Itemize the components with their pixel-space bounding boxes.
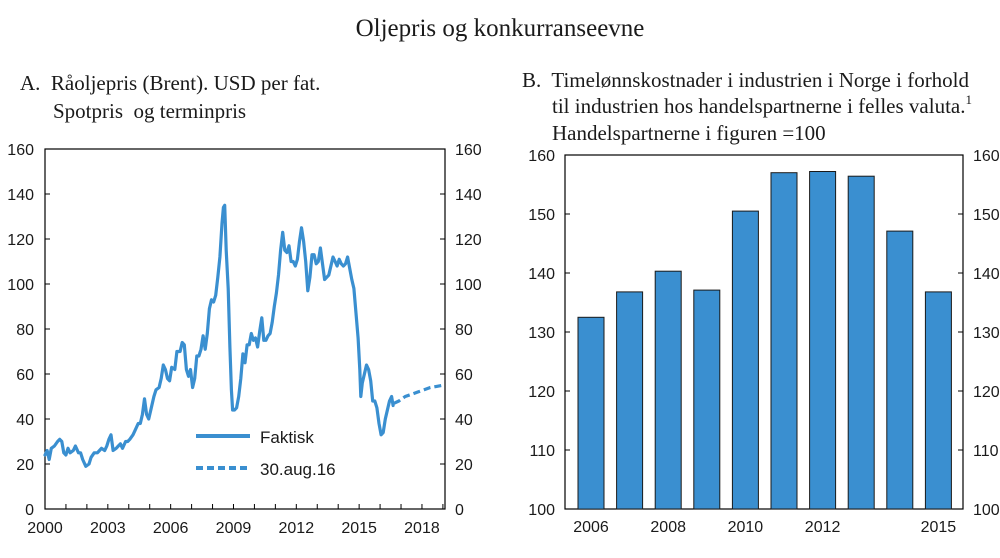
panel-b: B. Timelønnskostnader i industrien i Nor… (522, 68, 1000, 536)
b-y-tick-label-right-130: 130 (973, 325, 1000, 342)
b-y-tick-label-right-140: 140 (973, 266, 1000, 283)
y-tick-label-left-120: 120 (7, 232, 34, 249)
bar-2007 (616, 291, 644, 510)
panel-a-legend: Faktisk 30.aug.16 (196, 428, 336, 479)
b-y-tick-label-right-120: 120 (973, 384, 1000, 401)
b-y-tick-label-left-150: 150 (528, 207, 555, 224)
bar-2011 (770, 172, 798, 510)
y-tick-label-right-160: 160 (455, 142, 482, 159)
b-y-tick-label-left-140: 140 (528, 266, 555, 283)
b-y-tick-label-left-120: 120 (528, 384, 555, 401)
bar-2015 (924, 291, 952, 510)
x-tick-label-2000: 2000 (27, 520, 63, 537)
panel-b-title-line-1: B. Timelønnskostnader i industrien i Nor… (522, 68, 970, 92)
y-tick-label-right-140: 140 (455, 187, 482, 204)
y-tick-label-left-0: 0 (25, 502, 34, 519)
panel-a-y-axis-right: 0 20 40 60 80 100 120 140 160 (440, 142, 482, 519)
y-tick-label-right-100: 100 (455, 277, 482, 294)
panel-b-title-line-3: Handelspartnerne i figuren =100 (552, 121, 826, 145)
figure-title: Oljepris og konkurranseevne (356, 15, 645, 42)
series-line-forward-30-aug-16 (393, 383, 444, 405)
bar-2012 (809, 171, 837, 510)
panel-a: A. Råoljepris (Brent). USD per fat. Spot… (7, 71, 482, 537)
x-tick-label-2003: 2003 (90, 520, 126, 537)
b-y-tick-label-left-110: 110 (529, 443, 555, 460)
b-x-tick-label-2012: 2012 (805, 519, 841, 536)
b-y-tick-label-left-130: 130 (528, 325, 555, 342)
b-x-tick-label-2006: 2006 (573, 519, 609, 536)
panel-a-x-axis: 2000 2003 2006 2009 2012 2015 2018 (27, 504, 444, 537)
b-y-tick-label-right-160: 160 (973, 148, 1000, 165)
panel-b-title-footnote: 1 (965, 92, 972, 107)
bar-2013 (847, 175, 875, 510)
b-y-tick-label-right-150: 150 (973, 207, 1000, 224)
b-x-tick-label-2008: 2008 (650, 519, 686, 536)
y-tick-label-left-60: 60 (16, 367, 34, 384)
panel-b-title-line-2: til industrien hos handelspartnerne i fe… (552, 92, 972, 118)
panel-b-title-line-2-text: til industrien hos handelspartnerne i fe… (552, 94, 965, 118)
panel-b-y-axis-right: 100 110 120 130 140 150 160 (958, 148, 1000, 519)
x-tick-label-2009: 2009 (216, 520, 252, 537)
y-tick-label-left-160: 160 (7, 142, 34, 159)
legend-label-faktisk: Faktisk (260, 428, 314, 447)
y-tick-label-right-0: 0 (455, 502, 464, 519)
b-y-tick-label-left-100: 100 (528, 502, 555, 519)
y-tick-label-right-20: 20 (455, 457, 473, 474)
y-tick-label-left-80: 80 (16, 322, 34, 339)
series-line-faktisk (43, 203, 395, 468)
panel-b-x-axis: 2006 2008 2010 2012 2015 (573, 519, 956, 536)
x-tick-label-2012: 2012 (279, 520, 315, 537)
x-tick-label-2006: 2006 (153, 520, 189, 537)
y-tick-label-left-100: 100 (7, 277, 34, 294)
y-tick-label-right-120: 120 (455, 232, 482, 249)
legend-label-forward: 30.aug.16 (260, 460, 336, 479)
panel-a-title-line-2: Spotpris og terminpris (53, 99, 246, 123)
bar-2014 (886, 230, 914, 510)
b-x-tick-label-2010: 2010 (728, 519, 764, 536)
x-tick-label-2015: 2015 (341, 520, 377, 537)
bar-2010 (731, 210, 759, 510)
panel-b-bars (577, 171, 952, 510)
y-tick-label-left-140: 140 (7, 187, 34, 204)
b-y-tick-label-right-100: 100 (973, 502, 1000, 519)
bar-2006 (577, 316, 605, 510)
panel-b-y-axis-left: 100 110 120 130 140 150 160 (528, 148, 570, 519)
y-tick-label-right-80: 80 (455, 322, 473, 339)
b-y-tick-label-right-110: 110 (973, 443, 999, 460)
x-tick-label-2018: 2018 (404, 520, 440, 537)
panel-a-series (43, 203, 444, 468)
y-tick-label-left-40: 40 (16, 412, 34, 429)
b-x-tick-label-2015: 2015 (921, 519, 957, 536)
y-tick-label-right-40: 40 (455, 412, 473, 429)
panel-a-plot-frame (44, 148, 446, 510)
y-tick-label-right-60: 60 (455, 367, 473, 384)
bar-2009 (693, 289, 721, 510)
b-y-tick-label-left-160: 160 (528, 148, 555, 165)
panel-a-y-axis-left: 0 20 40 60 80 100 120 140 160 (7, 142, 50, 519)
bar-2008 (654, 270, 682, 510)
y-tick-label-left-20: 20 (16, 457, 34, 474)
panel-a-title-line-1: A. Råoljepris (Brent). USD per fat. (20, 71, 320, 95)
